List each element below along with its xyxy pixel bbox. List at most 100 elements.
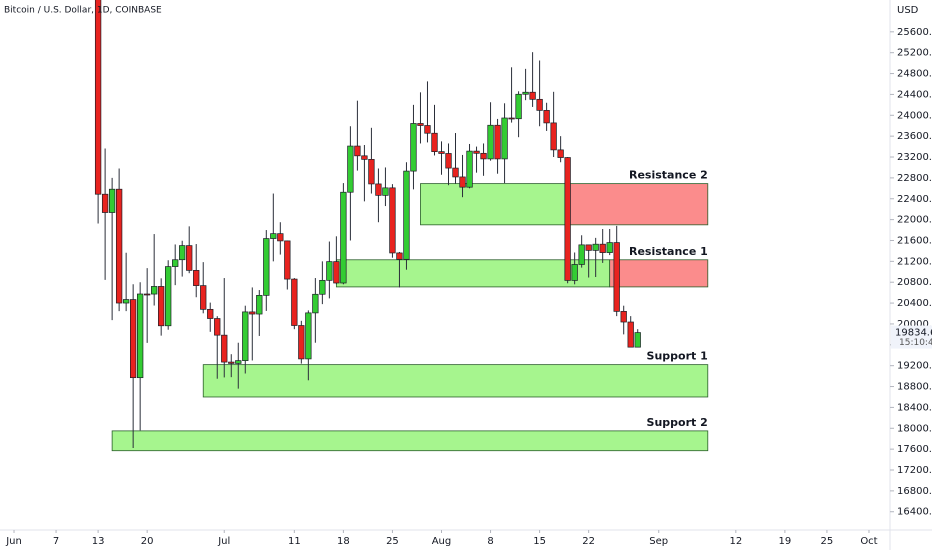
y-tick-label: 19200.00: [897, 361, 932, 372]
candle-body: [340, 191, 347, 284]
candle-body: [319, 279, 326, 295]
candle-body: [270, 233, 277, 239]
candle-body: [585, 244, 592, 251]
candle-body: [431, 132, 438, 152]
candle-body: [480, 152, 487, 160]
x-tick-label: 19: [779, 536, 792, 547]
candle-body: [298, 325, 305, 360]
x-tick-label: 25: [386, 536, 399, 547]
candle-body: [403, 170, 410, 260]
candle-body: [129, 299, 137, 379]
candle-body: [122, 299, 130, 304]
y-tick-label: 23200.00: [897, 152, 932, 163]
candle-body: [115, 188, 123, 304]
candle-body: [144, 293, 151, 296]
zone: [202, 364, 709, 398]
candle-body: [508, 117, 515, 120]
x-tick-label: 13: [92, 536, 105, 547]
candle-body: [634, 332, 641, 348]
candle-body: [550, 122, 557, 151]
candle-body: [333, 261, 340, 284]
candle-body: [564, 157, 571, 281]
x-tick-label: 25: [821, 536, 834, 547]
candle-body: [165, 266, 172, 327]
x-tick-label: 15: [533, 536, 546, 547]
y-tick-label: 25600.00: [897, 27, 932, 38]
candle-body: [228, 361, 235, 364]
candle-body: [522, 91, 529, 95]
candle-body: [536, 98, 543, 111]
y-tick-label: 17600.00: [897, 444, 932, 455]
candle-body: [137, 293, 144, 379]
zone: [111, 430, 709, 452]
candle-body: [445, 153, 452, 169]
x-tick-label: Sep: [649, 536, 668, 547]
candle-body: [284, 240, 291, 280]
y-tick-label: 18000.00: [897, 423, 932, 434]
y-tick-label: 20400.00: [897, 298, 932, 309]
y-tick-label: 22800.00: [897, 173, 932, 184]
candle-body: [277, 233, 284, 242]
y-tick-label: 22400.00: [897, 194, 932, 205]
candle-body: [312, 293, 319, 314]
countdown: 15:10:44: [899, 338, 932, 348]
candle-body: [515, 93, 522, 120]
candle-body: [221, 334, 228, 363]
y-tick-label: 25200.00: [897, 48, 932, 59]
x-tick-label: 20: [141, 536, 154, 547]
candle-body: [235, 360, 242, 364]
candle-body: [256, 295, 263, 315]
candle-body: [361, 155, 368, 160]
candle-body: [578, 244, 585, 265]
candle-body: [94, 0, 102, 195]
candle-body: [347, 145, 354, 193]
candle-body: [242, 311, 249, 361]
x-tick-label: 11: [288, 536, 301, 547]
candle-body: [151, 286, 158, 295]
y-tick-label: 24000.00: [897, 110, 932, 121]
candle-body: [172, 259, 179, 267]
y-tick-label: 24800.00: [897, 69, 932, 80]
candle-body: [179, 245, 186, 261]
candle-body: [200, 285, 207, 310]
plot-area: Resistance 2 Resistance 1 Support 1 Support…: [94, 0, 709, 452]
x-tick-label: 22: [582, 536, 595, 547]
candle-body: [438, 151, 445, 154]
zone-label: Support 2: [647, 416, 708, 429]
x-tick-label: Jul: [217, 536, 230, 547]
candle-body: [382, 187, 389, 196]
candle-body: [186, 245, 193, 271]
y-tick-label: 21200.00: [897, 256, 932, 267]
y-tick-label: 21600.00: [897, 235, 932, 246]
y-tick-label: 18400.00: [897, 402, 932, 413]
currency: USD: [897, 5, 919, 16]
y-tick-label: 17200.00: [897, 465, 932, 476]
zone-label: Resistance 1: [629, 245, 708, 258]
y-tick-label: 20800.00: [897, 277, 932, 288]
y-tick-label: 23600.00: [897, 131, 932, 142]
candle-body: [571, 264, 578, 281]
candle-body: [487, 124, 494, 160]
candle-body: [557, 149, 564, 158]
candle-body: [291, 278, 298, 326]
y-tick-label: 18800.00: [897, 382, 932, 393]
x-tick-label: 8: [487, 536, 493, 547]
candle-body: [466, 150, 473, 188]
y-tick-label: 16400.00: [897, 507, 932, 518]
candle-body: [326, 261, 333, 281]
zone: [335, 259, 611, 288]
x-tick-label: 12: [729, 536, 742, 547]
candle-body: [424, 125, 431, 134]
last-price-label: 19834.63: [895, 328, 932, 339]
x-tick-label: 18: [337, 536, 350, 547]
candle-body: [410, 123, 417, 172]
candle-body: [501, 117, 508, 160]
candle-body: [375, 183, 382, 196]
zone-label: Support 1: [647, 350, 708, 363]
candle-body: [108, 188, 116, 213]
candle-body: [613, 242, 620, 312]
candle-body: [599, 243, 606, 253]
candle-body: [263, 238, 270, 296]
candle-body: [193, 270, 200, 286]
